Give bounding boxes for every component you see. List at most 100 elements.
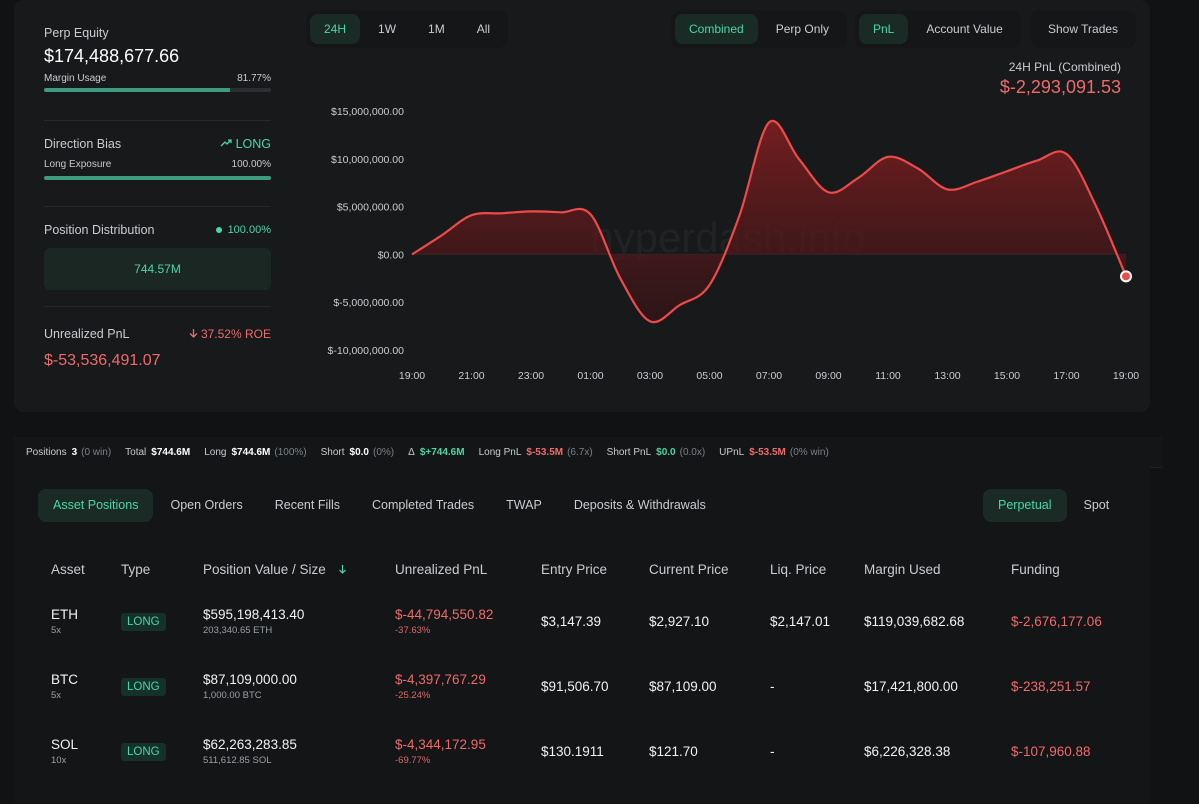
summary-value: $744.6M	[231, 446, 271, 458]
summary-label: Δ	[408, 446, 415, 458]
sort-down-icon	[338, 562, 347, 577]
x-tick-label: 15:00	[994, 370, 1020, 382]
timeframe-selector: 24H 1W 1M All	[306, 10, 509, 48]
metric-pnl[interactable]: PnL	[859, 14, 909, 44]
table-row[interactable]: ETH 5x LONG $595,198,413.40 203,340.65 ETH $-…	[38, 589, 1131, 654]
tab-asset-positions[interactable]: Asset Positions	[38, 489, 154, 522]
cell-current-price: $87,109.00	[649, 679, 717, 694]
table-header-row: Asset Type Position Value / Size Unreali…	[38, 549, 1131, 589]
cell-liq-price: -	[770, 744, 775, 759]
x-tick-label: 21:00	[458, 370, 484, 382]
asset-symbol[interactable]: BTC	[51, 672, 78, 687]
long-exposure-bar	[44, 176, 271, 180]
col-funding[interactable]: Funding	[1011, 561, 1060, 577]
col-unrealized-pnl[interactable]: Unrealized PnL	[395, 561, 488, 577]
positions-card: Asset Positions Open Orders Recent Fills…	[14, 467, 1150, 804]
summary-item: Δ $+744.6M	[408, 447, 464, 458]
position-size: 203,340.65 ETH	[203, 625, 273, 636]
cell-entry-price: $91,506.70	[541, 679, 609, 694]
summary-item: UPnL $-53.5M (0% win)	[719, 447, 829, 458]
cell-asset: SOL 10x	[38, 719, 121, 784]
tab-twap[interactable]: TWAP	[506, 498, 542, 512]
col-position-value[interactable]: Position Value / Size	[203, 549, 395, 589]
direction-bias-label: Direction Bias	[44, 137, 122, 151]
timeframe-1w[interactable]: 1W	[378, 22, 397, 36]
tab-open-orders[interactable]: Open Orders	[170, 498, 243, 512]
divider	[44, 206, 271, 207]
show-trades-button[interactable]: Show Trades	[1048, 22, 1119, 36]
x-tick-label: 13:00	[934, 370, 960, 382]
tab-perpetual[interactable]: Perpetual	[983, 489, 1067, 522]
cell-position-value: $87,109,000.00 1,000.00 BTC	[203, 654, 395, 719]
asset-symbol[interactable]: SOL	[51, 737, 79, 752]
position-size: 511,612.85 SOL	[203, 755, 272, 766]
mode-perp-only[interactable]: Perp Only	[775, 22, 830, 36]
col-entry-price[interactable]: Entry Price	[541, 561, 608, 577]
y-axis: $15,000,000.00 $10,000,000.00 $5,000,000.0…	[328, 106, 405, 357]
positions-table: Asset Type Position Value / Size Unreali…	[38, 549, 1131, 784]
unrealized-pnl-label: Unrealized PnL	[44, 327, 130, 341]
unrealized-pnl-pct: -69.77%	[395, 755, 431, 766]
perp-equity-label: Perp Equity	[44, 26, 109, 40]
table-row[interactable]: BTC 5x LONG $87,109,000.00 1,000.00 BTC $-4,3…	[38, 654, 1131, 719]
pnl-line	[411, 119, 1128, 324]
unrealized-pnl-value: $-53,536,491.07	[44, 352, 161, 369]
position-distribution-bar[interactable]: 744.57M	[44, 248, 271, 290]
col-current-price[interactable]: Current Price	[649, 561, 729, 577]
metric-account-value[interactable]: Account Value	[926, 22, 1003, 36]
tab-recent-fills[interactable]: Recent Fills	[274, 498, 341, 512]
cell-liq-price: -	[770, 679, 775, 694]
summary-extra: (6.7x)	[567, 446, 593, 458]
pnl-chart[interactable]: hyperdash.info $15,000,000.00$10,000,000…	[310, 92, 1140, 392]
tab-spot[interactable]: Spot	[1083, 498, 1110, 512]
type-badge: LONG	[121, 742, 166, 761]
summary-label: Total	[125, 446, 147, 458]
cell-funding: $-238,251.57	[1011, 679, 1091, 694]
summary-extra: (0 win)	[81, 446, 112, 458]
cell-unrealized-pnl: $-4,344,172.95 -69.77%	[395, 719, 541, 784]
plot-area	[411, 119, 1132, 324]
type-badge: LONG	[121, 677, 166, 696]
direction-bias-value: LONG	[235, 137, 271, 151]
position-distribution-value: 100.00%	[227, 224, 271, 236]
cell-type: LONG	[121, 719, 203, 784]
asset-leverage: 10x	[51, 755, 67, 766]
trend-up-icon	[220, 137, 232, 151]
summary-label: Positions	[26, 446, 67, 458]
mode-combined[interactable]: Combined	[675, 14, 758, 44]
divider	[44, 306, 271, 307]
cell-current-price: $121.70	[649, 744, 698, 759]
margin-usage-label: Margin Usage	[44, 73, 107, 84]
table-row[interactable]: SOL 10x LONG $62,263,283.85 511,612.85 SOL $-…	[38, 719, 1131, 784]
col-type[interactable]: Type	[121, 561, 151, 577]
asset-symbol[interactable]: ETH	[51, 607, 78, 622]
mode-selector: Combined Perp Only	[671, 10, 848, 48]
col-asset[interactable]: Asset	[51, 561, 85, 577]
tab-completed-trades[interactable]: Completed Trades	[372, 498, 475, 512]
show-trades-wrap: Show Trades	[1030, 10, 1137, 48]
cell-funding: $-2,676,177.06	[1011, 614, 1102, 629]
timeframe-24h[interactable]: 24H	[310, 14, 361, 44]
summary-extra: (100%)	[274, 446, 307, 458]
chart-header-value: $-2,293,091.53	[999, 77, 1121, 97]
positions-summary-bar: Positions 3 (0 win) Total $744.6M Long $744.6M…	[14, 437, 1162, 468]
perp-equity-value: $174,488,677.66	[44, 46, 180, 66]
cell-asset: ETH 5x	[38, 589, 121, 654]
tab-deposits-withdrawals[interactable]: Deposits & Withdrawals	[573, 498, 706, 512]
timeframe-1m[interactable]: 1M	[428, 22, 445, 36]
summary-label: Long	[204, 446, 227, 458]
cell-funding: $-107,960.88	[1011, 744, 1091, 759]
y-tick-label: $0.00	[378, 249, 404, 261]
cell-liq-price: $2,147.01	[770, 614, 831, 629]
margin-usage-bar	[44, 88, 271, 92]
cell-margin-used: $119,039,682.68	[864, 614, 965, 629]
x-axis: 19:00 21:00 23:00 01:00 03:00 05:00 07:00 09:00…	[399, 370, 1139, 382]
cell-type: LONG	[121, 654, 203, 719]
y-tick-label: $-10,000,000.00	[328, 345, 405, 357]
timeframe-all[interactable]: All	[476, 22, 491, 36]
col-liq-price[interactable]: Liq. Price	[770, 561, 827, 577]
x-tick-label: 07:00	[756, 370, 782, 382]
summary-extra: (0% win)	[789, 446, 829, 458]
dot-icon	[215, 227, 222, 234]
col-margin-used[interactable]: Margin Used	[864, 561, 941, 577]
